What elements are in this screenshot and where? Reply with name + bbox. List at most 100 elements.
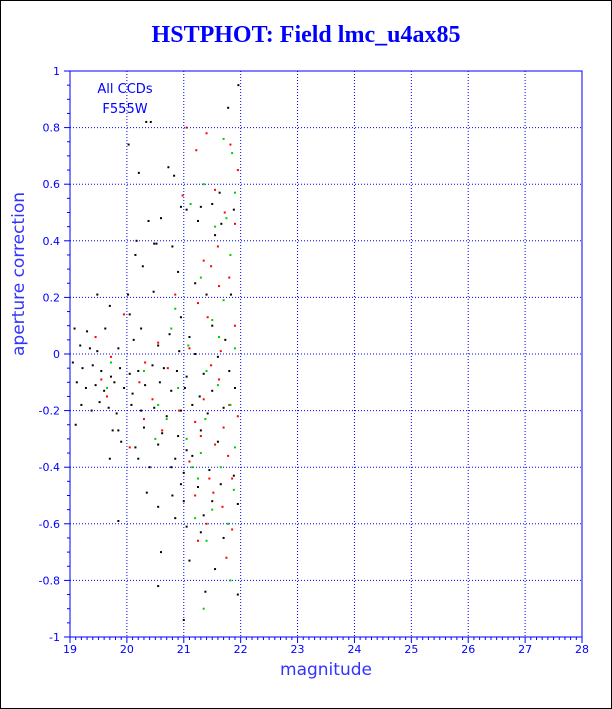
data-point bbox=[225, 217, 228, 220]
x-tick-label: 25 bbox=[404, 643, 418, 656]
data-point bbox=[202, 398, 205, 401]
data-point bbox=[198, 395, 201, 398]
data-point bbox=[199, 452, 202, 455]
data-point bbox=[227, 106, 230, 109]
data-point bbox=[167, 166, 170, 169]
data-point bbox=[197, 539, 199, 542]
data-point bbox=[171, 245, 174, 248]
data-point bbox=[123, 386, 126, 389]
data-point bbox=[232, 208, 235, 211]
data-point bbox=[228, 276, 231, 279]
data-point bbox=[179, 483, 182, 486]
data-point bbox=[153, 406, 156, 409]
data-point bbox=[170, 389, 173, 392]
data-point bbox=[181, 194, 184, 197]
data-point bbox=[96, 293, 99, 296]
data-point bbox=[197, 219, 199, 222]
data-point bbox=[208, 469, 211, 472]
data-point bbox=[218, 336, 221, 339]
data-point bbox=[75, 381, 78, 384]
data-point bbox=[71, 361, 74, 364]
x-tick-label: 19 bbox=[63, 643, 77, 656]
data-point bbox=[211, 324, 214, 327]
data-point bbox=[223, 211, 226, 214]
data-point bbox=[104, 327, 107, 330]
data-point bbox=[79, 344, 82, 347]
data-point bbox=[222, 137, 225, 140]
data-point bbox=[117, 519, 120, 522]
data-point bbox=[233, 191, 236, 194]
data-point bbox=[228, 369, 231, 372]
data-point bbox=[194, 420, 197, 423]
data-point bbox=[178, 350, 181, 353]
data-point bbox=[199, 429, 202, 432]
x-tick-label: 24 bbox=[347, 643, 361, 656]
y-tick-label: -1 bbox=[49, 631, 60, 644]
data-point bbox=[171, 494, 174, 497]
data-point bbox=[236, 593, 239, 596]
data-point bbox=[117, 429, 120, 432]
x-tick-label: 27 bbox=[518, 643, 532, 656]
data-point bbox=[135, 239, 138, 242]
y-tick-label: -0.8 bbox=[39, 574, 60, 587]
data-point bbox=[214, 568, 217, 571]
data-point bbox=[73, 327, 76, 330]
data-point bbox=[210, 265, 213, 268]
data-point bbox=[152, 290, 155, 293]
data-point bbox=[177, 270, 180, 273]
data-point bbox=[119, 367, 122, 370]
data-point bbox=[194, 517, 197, 520]
data-point bbox=[170, 327, 173, 330]
data-point bbox=[165, 415, 168, 418]
data-point bbox=[183, 386, 186, 389]
data-point bbox=[179, 409, 182, 412]
data-point bbox=[109, 361, 112, 364]
data-point bbox=[96, 350, 99, 353]
x-tick-label: 23 bbox=[291, 643, 305, 656]
data-point bbox=[185, 126, 188, 129]
data-point bbox=[170, 466, 173, 469]
data-point bbox=[185, 449, 188, 452]
data-point bbox=[153, 242, 156, 245]
data-point bbox=[205, 369, 208, 372]
y-tick-label: -0.2 bbox=[39, 405, 60, 418]
data-point bbox=[142, 418, 145, 421]
grid-lines bbox=[70, 71, 582, 637]
data-point bbox=[74, 423, 77, 426]
data-point bbox=[231, 477, 234, 480]
data-point bbox=[157, 341, 160, 344]
data-point bbox=[134, 253, 137, 256]
data-point bbox=[154, 437, 157, 440]
data-point bbox=[231, 152, 234, 155]
data-point bbox=[236, 502, 239, 505]
data-point bbox=[157, 403, 160, 406]
data-point bbox=[202, 259, 205, 262]
y-tick-label: 1 bbox=[53, 65, 60, 78]
data-point bbox=[105, 386, 108, 389]
data-point bbox=[216, 355, 219, 358]
data-point bbox=[197, 477, 199, 480]
data-point bbox=[233, 222, 236, 225]
data-point bbox=[94, 384, 97, 387]
data-point bbox=[214, 443, 217, 446]
data-point bbox=[233, 386, 236, 389]
data-point bbox=[140, 327, 143, 330]
data-point bbox=[228, 403, 231, 406]
data-point bbox=[189, 203, 192, 206]
data-point bbox=[218, 378, 221, 381]
data-point bbox=[151, 398, 154, 401]
data-point bbox=[145, 120, 148, 123]
data-point bbox=[202, 607, 205, 610]
data-point bbox=[185, 208, 188, 211]
data-point bbox=[107, 406, 110, 409]
data-point bbox=[131, 392, 134, 395]
data-point bbox=[216, 384, 219, 387]
data-point bbox=[174, 293, 177, 296]
data-point bbox=[90, 409, 93, 412]
data-point bbox=[202, 372, 205, 375]
chart-title: HSTPHOT: Field lmc_u4ax85 bbox=[151, 22, 461, 48]
x-tick-label: 22 bbox=[234, 643, 248, 656]
data-point bbox=[144, 384, 147, 387]
data-point bbox=[109, 355, 112, 358]
data-point bbox=[151, 364, 154, 367]
